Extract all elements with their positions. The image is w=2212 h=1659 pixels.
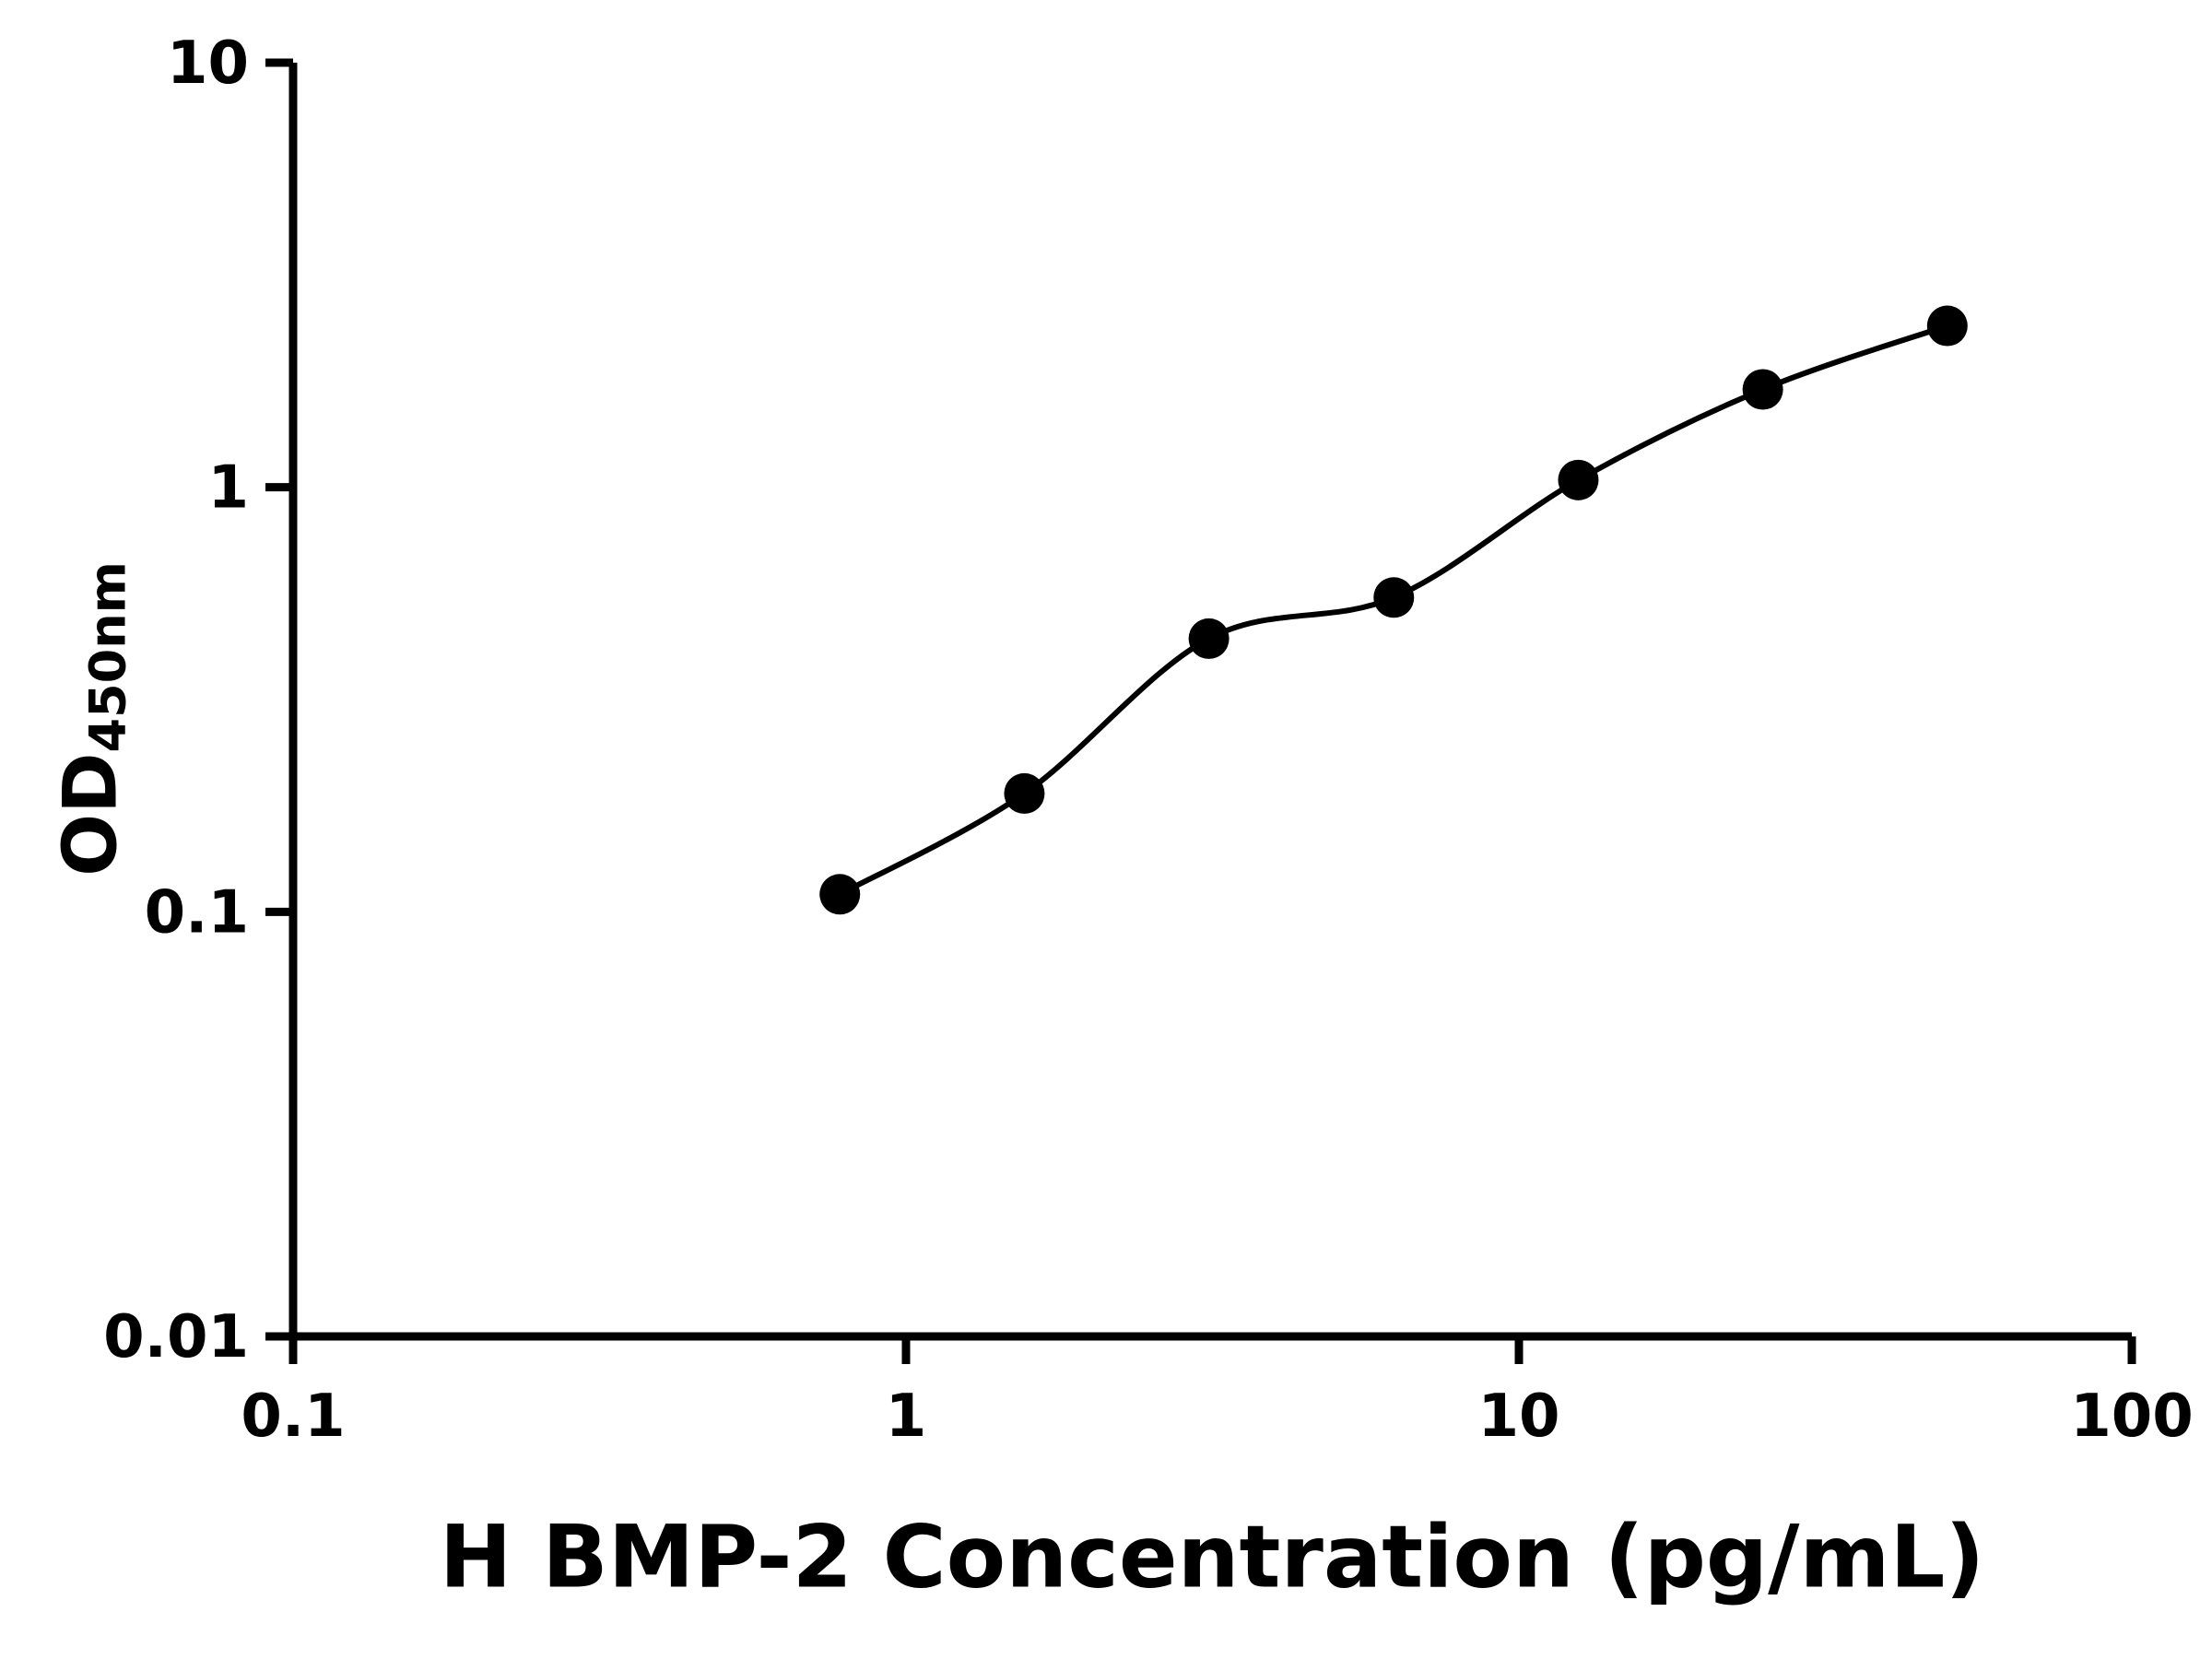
y-tick-label: 0.01 (103, 1303, 249, 1371)
data-point (819, 874, 861, 915)
data-point (1373, 577, 1415, 618)
x-tick-label: 10 (1477, 1382, 1559, 1451)
data-point (1558, 459, 1599, 500)
y-axis-title-sub: 450nm (78, 561, 137, 753)
data-point (1742, 369, 1783, 410)
y-tick-label: 0.1 (145, 878, 249, 947)
y-axis-title-main: OD (47, 752, 134, 877)
x-axis-title: H BMP-2 Concentration (pg/mL) (439, 1507, 1985, 1608)
x-tick-label: 100 (2070, 1382, 2194, 1451)
y-tick-label: 1 (207, 454, 249, 523)
y-tick-label: 10 (167, 29, 249, 98)
y-axis-title: OD450nm (48, 561, 137, 877)
x-tick-label: 1 (886, 1382, 927, 1451)
data-point (1188, 618, 1230, 659)
data-point (1926, 305, 1968, 347)
data-point (1004, 772, 1045, 814)
x-tick-label: 0.1 (241, 1382, 345, 1451)
